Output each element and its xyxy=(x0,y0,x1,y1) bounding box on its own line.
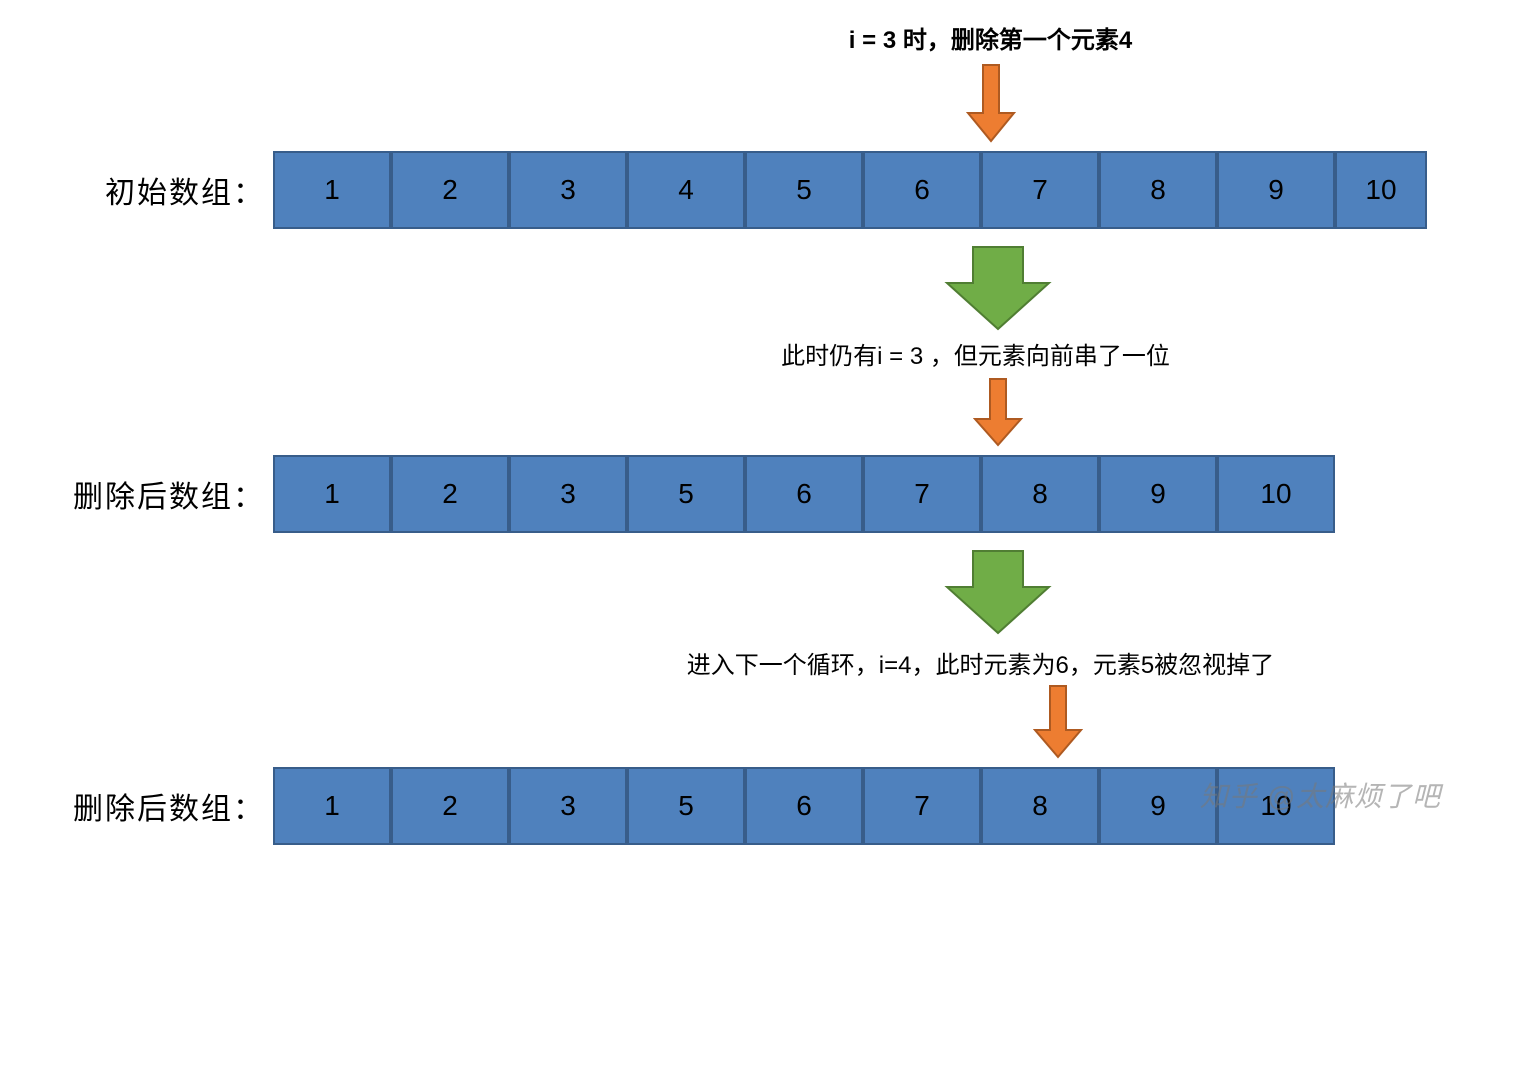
array-cell: 1 xyxy=(273,767,391,845)
section-3-header: 进入下一个循环，i=4，此时元素为6，元素5被忽视掉了 xyxy=(270,541,1501,759)
array-row-2: 删除后数组： 1235678910 xyxy=(20,455,1501,533)
array-cell: 1 xyxy=(273,151,391,229)
array-cell: 8 xyxy=(1099,151,1217,229)
caption-1: i = 3 时，删除第一个元素4 xyxy=(849,20,1132,55)
array-cell: 9 xyxy=(1099,455,1217,533)
array-cell: 5 xyxy=(627,455,745,533)
down-arrow-green-2 xyxy=(943,547,1053,637)
array-cell: 3 xyxy=(509,455,627,533)
array-cell: 2 xyxy=(391,151,509,229)
section-2-header: 此时仍有i = 3 ，但元素向前串了一位 xyxy=(270,237,1501,447)
down-arrow-orange-3 xyxy=(1033,684,1083,759)
diagram-container: i = 3 时，删除第一个元素4 初始数组： 12345678910 此时仍有i… xyxy=(20,20,1501,845)
row-3-label: 删除后数组： xyxy=(20,784,273,828)
array-cell: 2 xyxy=(391,455,509,533)
array-cell: 3 xyxy=(509,151,627,229)
array-row-3: 删除后数组： 1235678910 xyxy=(20,767,1501,845)
array-cell: 9 xyxy=(1099,767,1217,845)
array-cell: 8 xyxy=(981,455,1099,533)
down-arrow-orange-2 xyxy=(973,377,1023,447)
array-cell: 6 xyxy=(745,455,863,533)
array-cell: 3 xyxy=(509,767,627,845)
array-cell: 10 xyxy=(1217,767,1335,845)
array-cell: 2 xyxy=(391,767,509,845)
array-cell: 7 xyxy=(863,767,981,845)
row-1-label: 初始数组： xyxy=(20,168,273,212)
array-cell: 10 xyxy=(1335,151,1427,229)
array-row-1: 初始数组： 12345678910 xyxy=(20,151,1501,229)
array-cell: 9 xyxy=(1217,151,1335,229)
array-cell: 1 xyxy=(273,455,391,533)
array-1: 12345678910 xyxy=(273,151,1427,229)
down-arrow-orange-1 xyxy=(966,63,1016,143)
down-arrow-green-1 xyxy=(943,243,1053,333)
array-cell: 10 xyxy=(1217,455,1335,533)
array-cell: 6 xyxy=(863,151,981,229)
array-cell: 5 xyxy=(745,151,863,229)
array-cell: 6 xyxy=(745,767,863,845)
array-cell: 4 xyxy=(627,151,745,229)
caption-2: 此时仍有i = 3 ，但元素向前串了一位 xyxy=(781,339,1170,375)
row-2-label: 删除后数组： xyxy=(20,472,273,516)
array-3: 1235678910 xyxy=(273,767,1335,845)
array-cell: 5 xyxy=(627,767,745,845)
section-1-header: i = 3 时，删除第一个元素4 xyxy=(20,20,1501,143)
array-cell: 7 xyxy=(863,455,981,533)
caption-3: 进入下一个循环，i=4，此时元素为6，元素5被忽视掉了 xyxy=(687,645,1274,680)
array-cell: 7 xyxy=(981,151,1099,229)
array-2: 1235678910 xyxy=(273,455,1335,533)
array-cell: 8 xyxy=(981,767,1099,845)
